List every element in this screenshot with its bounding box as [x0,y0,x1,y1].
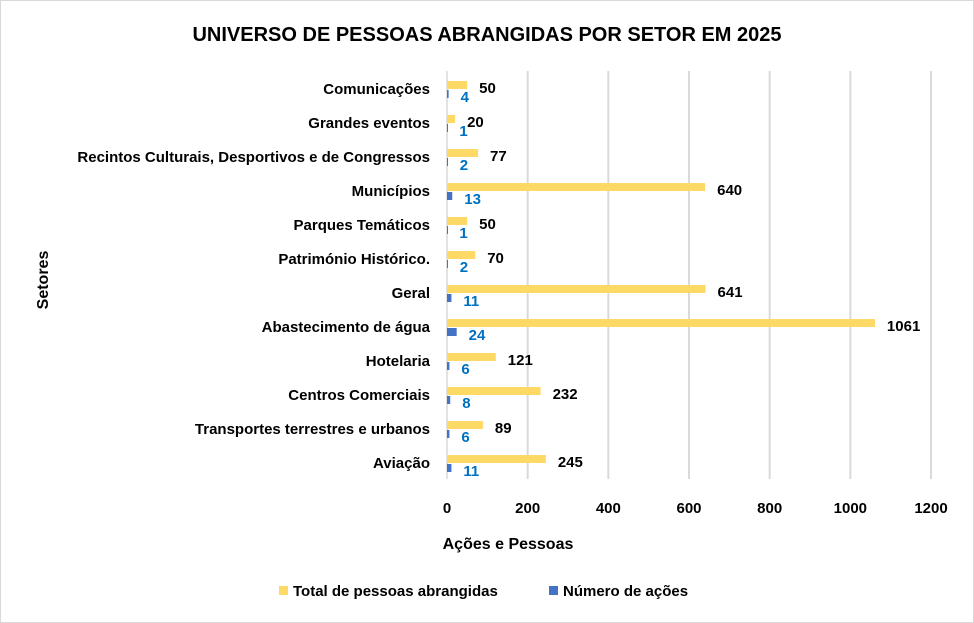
x-tick-label: 600 [676,500,701,517]
bar-numero-acoes [447,124,448,132]
data-label-total: 20 [467,114,484,131]
x-tick-label: 200 [515,500,540,517]
category-label: Comunicações [323,81,430,98]
bar-numero-acoes [447,158,448,166]
data-label-acoes: 24 [469,327,486,344]
x-tick-label: 800 [757,500,782,517]
data-label-acoes: 2 [460,259,468,276]
data-label-total: 232 [553,386,578,403]
bar-total-pessoas [447,183,706,191]
category-label: Grandes eventos [308,115,430,132]
data-label-acoes: 6 [461,429,469,446]
data-label-acoes: 8 [462,395,470,412]
x-tick-label: 1200 [914,500,947,517]
bar-total-pessoas [447,353,496,361]
data-label-acoes: 1 [459,225,467,242]
data-label-total: 640 [717,182,742,199]
data-label-acoes: 2 [460,157,468,174]
data-label-total: 641 [718,284,743,301]
data-label-total: 245 [558,454,583,471]
x-tick-label: 1000 [834,500,867,517]
category-label: Centros Comerciais [288,387,430,404]
bar-total-pessoas [447,115,456,123]
data-label-total: 77 [490,148,507,165]
data-label-acoes: 13 [464,191,481,208]
bar-total-pessoas [447,387,541,395]
bar-total-pessoas [447,285,706,293]
bar-total-pessoas [447,149,479,157]
bar-total-pessoas [447,421,483,429]
data-label-total: 50 [479,216,496,233]
bar-numero-acoes [447,464,452,472]
bar-total-pessoas [447,217,468,225]
legend-swatch-total [279,586,288,595]
data-label-acoes: 4 [461,89,470,106]
bar-numero-acoes [447,90,449,98]
data-label-total: 1061 [887,318,920,335]
bar-numero-acoes [447,328,457,336]
category-label: Aviação [373,455,430,472]
category-label: Património Histórico. [278,251,430,268]
category-label: Geral [392,285,430,302]
x-tick-label: 0 [443,500,451,517]
category-label: Parques Temáticos [294,217,430,234]
bar-total-pessoas [447,81,468,89]
chart-title: UNIVERSO DE PESSOAS ABRANGIDAS POR SETOR… [192,24,781,46]
bar-total-pessoas [447,251,476,259]
legend: Total de pessoas abrangidas Número de aç… [279,583,688,600]
category-label: Municípios [352,183,430,200]
category-label: Hotelaria [366,353,431,370]
bar-numero-acoes [447,192,453,200]
data-label-total: 89 [495,420,512,437]
legend-swatch-acoes [549,586,558,595]
data-label-acoes: 1 [459,123,467,140]
bar-total-pessoas [447,319,875,327]
data-label-total: 50 [479,80,496,97]
legend-label-total: Total de pessoas abrangidas [293,583,498,600]
legend-label-acoes: Número de ações [563,583,688,600]
category-label: Recintos Culturais, Desportivos e de Con… [77,149,430,166]
bar-numero-acoes [447,362,450,370]
bar-numero-acoes [447,294,452,302]
data-label-total: 121 [508,352,533,369]
category-label: Abastecimento de água [262,319,431,336]
bar-numero-acoes [447,396,451,404]
x-axis-title: Ações e Pessoas [443,536,574,553]
category-label: Transportes terrestres e urbanos [195,421,430,438]
data-label-acoes: 11 [463,463,479,480]
bar-numero-acoes [447,260,448,268]
bar-numero-acoes [447,430,450,438]
bar-numero-acoes [447,226,448,234]
y-axis-title: Setores [35,251,52,310]
data-label-total: 70 [487,250,504,267]
x-tick-label: 400 [596,500,621,517]
data-label-acoes: 11 [463,293,479,310]
bar-total-pessoas [447,455,546,463]
data-label-acoes: 6 [461,361,469,378]
